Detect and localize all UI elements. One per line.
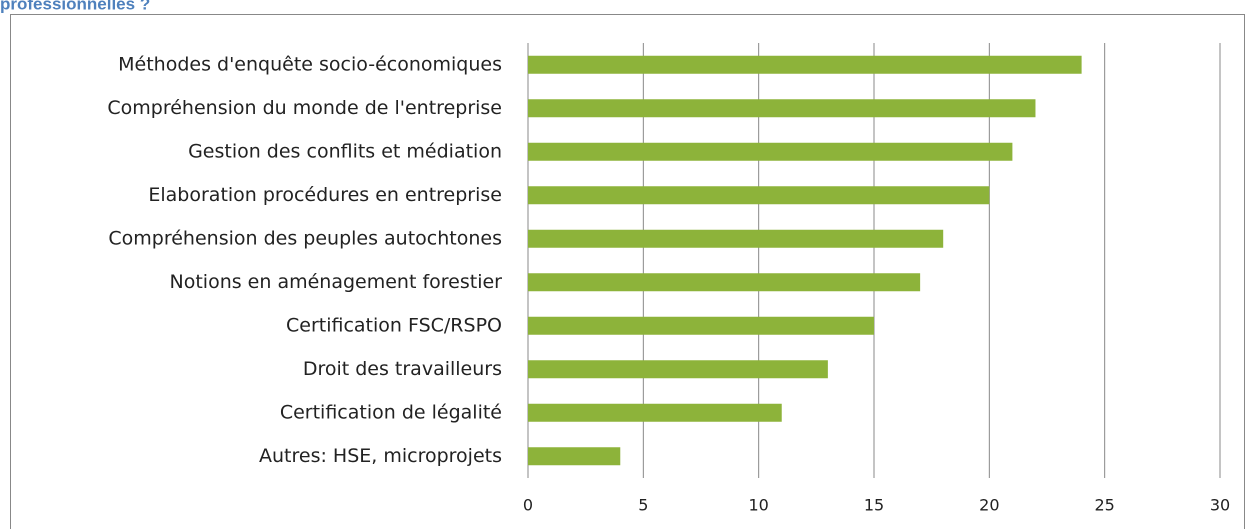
y-tick-label: Méthodes d'enquête socio-économiques [118, 53, 502, 75]
y-tick-label: Droit des travailleurs [303, 358, 502, 380]
bar [528, 273, 921, 292]
y-tick-label: Gestion des conflits et médiation [188, 140, 502, 162]
x-tick-label: 0 [523, 496, 533, 515]
chart-frame [10, 14, 1245, 529]
bar [528, 360, 828, 379]
x-tick-label: 20 [979, 496, 999, 515]
bar [528, 447, 621, 466]
bar [528, 142, 1013, 161]
x-tick-label: 25 [1094, 496, 1114, 515]
y-tick-label: Autres: HSE, microprojets [259, 445, 502, 467]
x-tick-label: 15 [864, 496, 884, 515]
bar [528, 186, 990, 205]
y-tick-label: Elaboration procédures en entreprise [148, 184, 502, 206]
y-tick-label: Certification FSC/RSPO [286, 314, 502, 336]
bar [528, 403, 782, 422]
x-tick-label: 5 [638, 496, 648, 515]
bar [528, 99, 1036, 118]
bar [528, 55, 1082, 74]
x-tick-label: 30 [1210, 496, 1230, 515]
y-tick-label: Compréhension du monde de l'entreprise [107, 97, 502, 119]
chart-title: professionnelles ? [0, 0, 150, 13]
y-tick-label: Notions en aménagement forestier [170, 271, 503, 293]
bar [528, 316, 874, 335]
x-tick-label: 10 [748, 496, 768, 515]
y-tick-label: Certification de légalité [280, 401, 502, 423]
bar [528, 229, 944, 248]
y-tick-label: Compréhension des peuples autochtones [108, 227, 502, 249]
